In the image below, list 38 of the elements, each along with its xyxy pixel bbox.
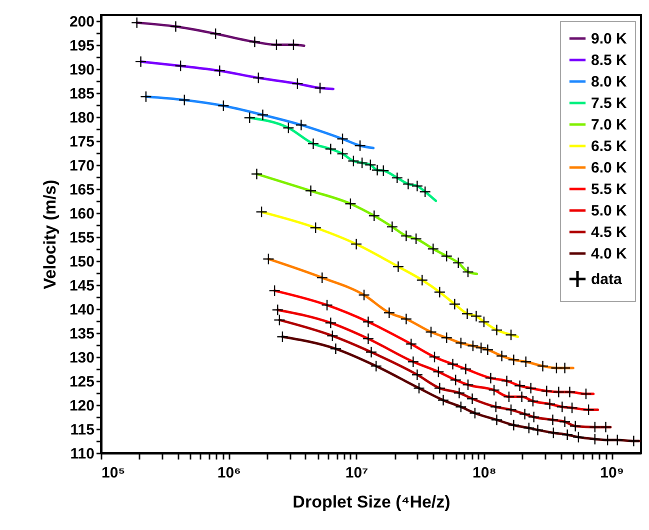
y-tick-label: 145 <box>69 277 94 294</box>
y-tick-label: 135 <box>69 325 94 342</box>
legend-label: 4.5 K <box>591 224 628 241</box>
legend-label: 9.0 K <box>591 30 628 48</box>
y-tick-label: 190 <box>69 61 94 78</box>
y-tick-label: 150 <box>69 253 94 270</box>
x-tick-label: 10⁶ <box>217 464 241 482</box>
y-tick-label: 115 <box>70 421 94 438</box>
x-tick-label: 10⁹ <box>600 464 624 482</box>
y-tick-label: 185 <box>69 85 94 102</box>
y-tick-label: 175 <box>69 133 94 150</box>
y-tick-label: 165 <box>69 181 94 198</box>
legend-label: 7.5 K <box>591 95 628 112</box>
legend-label: data <box>591 271 622 288</box>
legend-label: 8.0 K <box>591 74 628 90</box>
y-tick-label: 140 <box>69 301 94 318</box>
y-tick-label: 200 <box>69 13 94 30</box>
legend-label: 6.0 K <box>591 160 628 176</box>
x-axis-title: Droplet Size (⁴He/z) <box>292 492 450 512</box>
y-axis-title: Velocity (m/s) <box>40 180 60 290</box>
legend-label: 5.0 K <box>591 202 628 220</box>
y-tick-label: 195 <box>69 37 94 54</box>
y-tick-label: 170 <box>69 157 94 174</box>
y-tick-label: 155 <box>69 229 94 246</box>
y-tick-label: 180 <box>69 109 94 126</box>
legend-label: 4.0 K <box>591 246 628 262</box>
y-tick-label: 110 <box>70 446 94 462</box>
y-tick-label: 160 <box>69 205 94 222</box>
legend-label: 5.5 K <box>591 181 628 198</box>
x-tick-label: 10⁷ <box>345 464 368 482</box>
x-tick-label: 10⁵ <box>102 464 126 482</box>
legend-label: 8.5 K <box>591 52 628 69</box>
x-tick-label: 10⁸ <box>472 464 496 482</box>
legend-label: 7.0 K <box>591 116 628 134</box>
y-tick-label: 130 <box>69 349 94 366</box>
y-tick-label: 120 <box>69 397 94 414</box>
legend-label: 6.5 K <box>591 138 628 155</box>
y-tick-label: 125 <box>69 373 94 390</box>
